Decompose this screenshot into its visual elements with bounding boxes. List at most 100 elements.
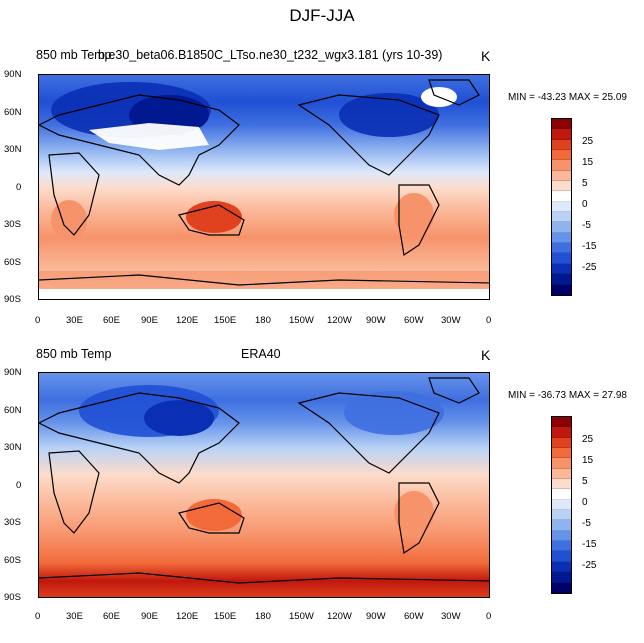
lon-tick: 0 [35,315,41,326]
colorbar-swatch [552,232,571,244]
lon-tick: 60W [404,611,424,622]
colorbar-swatch [552,119,571,130]
lon-tick: 30E [66,315,83,326]
colorbar-swatch [552,427,571,438]
lat-tick: 90N [4,69,22,80]
colorbar-swatch [552,417,571,428]
lon-tick: 150W [289,611,314,622]
colorbar-swatch [552,458,571,469]
lon-tick: 120E [176,315,199,326]
colorbar-label: -15 [582,241,597,252]
lon-tick: 180 [255,611,271,622]
colorbar-label: 15 [582,157,594,168]
colorbar-swatch [552,150,571,161]
lon-tick: 30E [66,611,83,622]
colorbar-swatch [552,541,571,552]
colorbar-swatch [552,160,571,171]
colorbar-swatch [552,582,571,593]
colorbar-label: 5 [582,178,588,189]
panel-center-label: b.e30_beta06.B1850C_LTso.ne30_t232_wgx3.… [98,48,443,62]
lat-tick: 60N [4,107,22,118]
lat-tick: 0 [16,480,22,491]
colorbar-swatch [552,561,571,573]
map-panel-era40: 850 mb Temp ERA40 K MIN = -36.73 MAX = 2… [0,343,644,643]
figure-title: DJF-JJA [289,6,355,25]
panel-minmax: MIN = -43.23 MAX = 25.09 [508,92,627,103]
lat-tick: 60S [4,257,21,268]
lon-tick: 0 [486,315,492,326]
colorbar-swatch [552,253,571,264]
lat-tick: 30N [4,144,22,155]
colorbar-swatch [552,499,571,511]
colorbar-swatch [552,181,571,192]
colorbar-label: -15 [582,539,597,550]
colorbar-swatch [552,468,571,480]
panel-minmax: MIN = -36.73 MAX = 27.98 [508,390,627,401]
lon-tick: 150W [289,315,314,326]
lon-tick: 60E [103,315,120,326]
colorbar-swatch [552,212,571,223]
colorbar-swatch [552,243,571,254]
temperature-map [39,373,489,597]
colorbar-swatch [552,489,571,500]
colorbar [551,416,572,594]
lon-tick: 90W [366,315,386,326]
colorbar-swatch [552,520,571,531]
colorbar-swatch [552,274,571,285]
lat-tick: 30S [4,517,21,528]
colorbar-label: 25 [582,136,594,147]
panel-left-label: 850 mb Temp [36,48,112,62]
colorbar-label: -5 [582,518,591,529]
colorbar-swatch [552,448,571,459]
colorbar-label: 0 [582,199,588,210]
lat-tick: 60S [4,555,21,566]
map-area [38,74,490,300]
colorbar-swatch [552,129,571,140]
lon-tick: 120W [327,315,352,326]
lon-tick: 90W [366,611,386,622]
lat-tick: 30N [4,442,22,453]
lon-tick: 150E [214,611,237,622]
temperature-map [39,75,489,299]
lon-tick: 90E [141,611,158,622]
lon-tick: 0 [35,611,41,622]
lat-tick: 90S [4,592,21,603]
lat-tick: 30S [4,219,21,230]
lon-tick: 60E [103,611,120,622]
colorbar-swatch [552,170,571,182]
panel-units-label: K [481,48,491,64]
colorbar-swatch [552,530,571,542]
colorbar-swatch [552,201,571,213]
lon-tick: 30W [441,315,461,326]
lat-tick: 90N [4,367,22,378]
lat-tick: 0 [16,182,22,193]
map-area [38,372,490,598]
colorbar-swatch [552,510,571,521]
colorbar-swatch [552,479,571,490]
colorbar-label: 25 [582,434,594,445]
lat-tick: 60N [4,405,22,416]
lon-tick: 60W [404,315,424,326]
colorbar-swatch [552,551,571,562]
lon-tick: 150E [214,315,237,326]
colorbar-label: -25 [582,262,597,273]
colorbar-swatch [552,263,571,275]
colorbar-swatch [552,222,571,233]
map-panel-model: 850 mb Temp b.e30_beta06.B1850C_LTso.ne3… [0,44,644,344]
lat-tick: 90S [4,294,21,305]
colorbar-swatch [552,572,571,583]
lon-tick: 0 [486,611,492,622]
lon-tick: 120E [176,611,199,622]
colorbar-swatch [552,191,571,202]
colorbar-label: -5 [582,220,591,231]
lon-tick: 120W [327,611,352,622]
panel-left-label: 850 mb Temp [36,347,112,361]
colorbar-label: 5 [582,476,588,487]
colorbar-label: -25 [582,560,597,571]
lon-tick: 30W [441,611,461,622]
lon-tick: 180 [255,315,271,326]
colorbar-swatch [552,284,571,295]
lon-tick: 90E [141,315,158,326]
colorbar-swatch [552,139,571,151]
panel-units-label: K [481,347,491,363]
